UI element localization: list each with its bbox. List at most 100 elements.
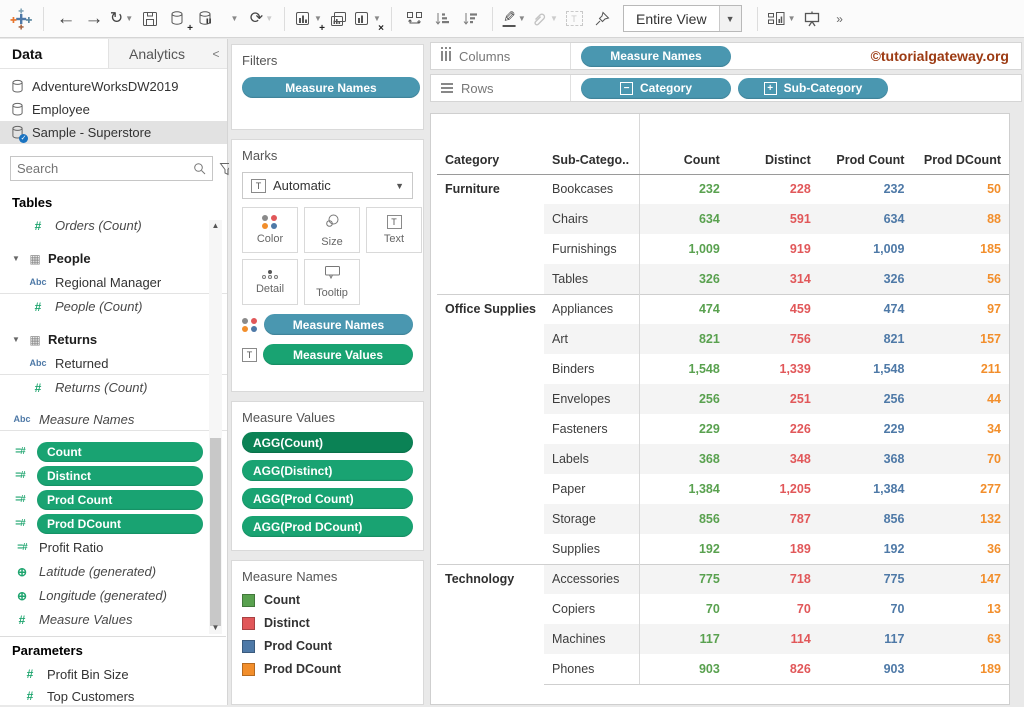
toolbar-overflow-button[interactable]: » [827,5,853,33]
chevron-down-icon[interactable]: ▼ [10,335,22,344]
scroll-up-icon[interactable]: ▲ [209,220,222,232]
value-cell[interactable]: 228 [728,174,819,204]
field-pill-label[interactable]: Distinct [37,466,203,486]
value-cell[interactable]: 192 [819,534,913,564]
value-cell[interactable]: 903 [640,654,728,684]
value-cell[interactable]: 70 [819,594,913,624]
value-cell[interactable]: 474 [640,294,728,324]
detail-button[interactable]: Detail [242,259,298,305]
value-cell[interactable]: 251 [728,384,819,414]
subcategory-cell[interactable]: Accessories [544,564,640,594]
value-cell[interactable]: 1,009 [819,234,913,264]
value-cell[interactable]: 1,548 [819,354,913,384]
value-cell[interactable]: 1,384 [640,474,728,504]
value-cell[interactable]: 226 [728,414,819,444]
field-row[interactable]: #Returns (Count) [0,376,227,399]
subcategory-cell[interactable]: Paper [544,474,640,504]
scrollbar-thumb[interactable] [210,438,221,626]
value-cell[interactable]: 459 [728,294,819,324]
fix-axes-button[interactable] [589,5,615,33]
table-header-cell[interactable]: Prod DCount [912,114,1009,174]
table-header-cell[interactable]: Category [437,114,544,174]
mark-type-dropdown[interactable]: T Automatic ▼ [242,172,413,199]
subcategory-cell[interactable]: Appliances [544,294,640,324]
expand-box-icon[interactable]: + [764,82,777,95]
field-pill-row[interactable]: =#Prod Count [0,488,227,511]
field-row[interactable]: =#Profit Ratio [0,536,227,559]
parameter-item[interactable]: #Profit Bin Size [0,663,226,685]
subcategory-cell[interactable]: Envelopes [544,384,640,414]
field-pill-row[interactable]: =#Prod DCount [0,512,227,535]
table-group-row[interactable]: ▼▦People [0,247,227,270]
value-cell[interactable]: 117 [640,624,728,654]
value-cell[interactable]: 821 [640,324,728,354]
field-pill-label[interactable]: Prod DCount [37,514,203,534]
save-button[interactable] [137,5,163,33]
label-button[interactable]: T [561,5,587,33]
value-cell[interactable]: 34 [912,414,1009,444]
value-cell[interactable]: 821 [819,324,913,354]
view-mode-caret[interactable]: ▼ [719,6,741,31]
value-cell[interactable]: 326 [819,264,913,294]
measure-values-pill[interactable]: AGG(Count) [242,432,413,453]
marks-pill-measure-names[interactable]: Measure Names [264,314,413,335]
value-cell[interactable]: 229 [819,414,913,444]
sort-descending-button[interactable] [457,5,483,33]
subcategory-cell[interactable]: Binders [544,354,640,384]
scroll-down-icon[interactable]: ▼ [209,622,222,634]
highlight-button[interactable]: ✎▼ [502,5,528,33]
new-worksheet-button[interactable]: +▼ [294,5,323,33]
category-cell[interactable]: Technology [437,564,544,684]
field-row[interactable]: #People (Count) [0,295,227,318]
subcategory-cell[interactable]: Labels [544,444,640,474]
replay-button[interactable]: ↻▼ [109,5,135,33]
tooltip-button[interactable]: Tooltip [304,259,360,305]
value-cell[interactable]: 856 [640,504,728,534]
value-cell[interactable]: 277 [912,474,1009,504]
category-cell[interactable]: Office Supplies [437,294,544,564]
value-cell[interactable]: 718 [728,564,819,594]
measure-values-pill[interactable]: AGG(Prod Count) [242,488,413,509]
table-header-cell[interactable]: Prod Count [819,114,913,174]
value-cell[interactable]: 13 [912,594,1009,624]
text-button[interactable]: T Text [366,207,422,253]
value-cell[interactable]: 211 [912,354,1009,384]
value-cell[interactable]: 756 [728,324,819,354]
search-input[interactable] [17,161,193,176]
value-cell[interactable]: 787 [728,504,819,534]
color-button[interactable]: Color [242,207,298,253]
table-header-cell[interactable]: Sub-Catego.. [544,114,640,174]
swap-rows-columns-button[interactable] [401,5,427,33]
value-cell[interactable]: 147 [912,564,1009,594]
fields-scrollbar[interactable]: ▲ ▼ [209,220,222,634]
legend-item[interactable]: Prod DCount [242,662,413,676]
field-row[interactable]: AbcMeasure Names [0,408,227,431]
value-cell[interactable]: 256 [819,384,913,414]
value-cell[interactable]: 775 [640,564,728,594]
subcategory-cell[interactable]: Bookcases [544,174,640,204]
value-cell[interactable]: 1,205 [728,474,819,504]
field-pill-row[interactable]: =#Count [0,440,227,463]
value-cell[interactable]: 634 [640,204,728,234]
subcategory-cell[interactable]: Fasteners [544,414,640,444]
filter-pill-measure-names[interactable]: Measure Names [242,77,420,98]
datasource-item[interactable]: Employee [0,98,227,121]
pause-updates-button[interactable] [193,5,219,33]
pane-collapse-button[interactable]: < [205,39,227,68]
value-cell[interactable]: 189 [728,534,819,564]
value-cell[interactable]: 189 [912,654,1009,684]
value-cell[interactable]: 63 [912,624,1009,654]
duplicate-sheet-button[interactable] [325,5,351,33]
value-cell[interactable]: 326 [640,264,728,294]
value-cell[interactable]: 97 [912,294,1009,324]
value-cell[interactable]: 591 [728,204,819,234]
measure-values-pill[interactable]: AGG(Prod DCount) [242,516,413,537]
show-cards-button[interactable]: ▼ [767,5,797,33]
size-button[interactable]: Size [304,207,360,253]
tab-data[interactable]: Data [0,39,108,68]
subcategory-cell[interactable]: Storage [544,504,640,534]
undo-button[interactable]: ← [53,5,79,33]
new-datasource-button[interactable]: + [165,5,191,33]
field-row[interactable]: ⊕Latitude (generated) [0,560,227,583]
pause-updates-caret[interactable]: ▼ [221,5,247,33]
